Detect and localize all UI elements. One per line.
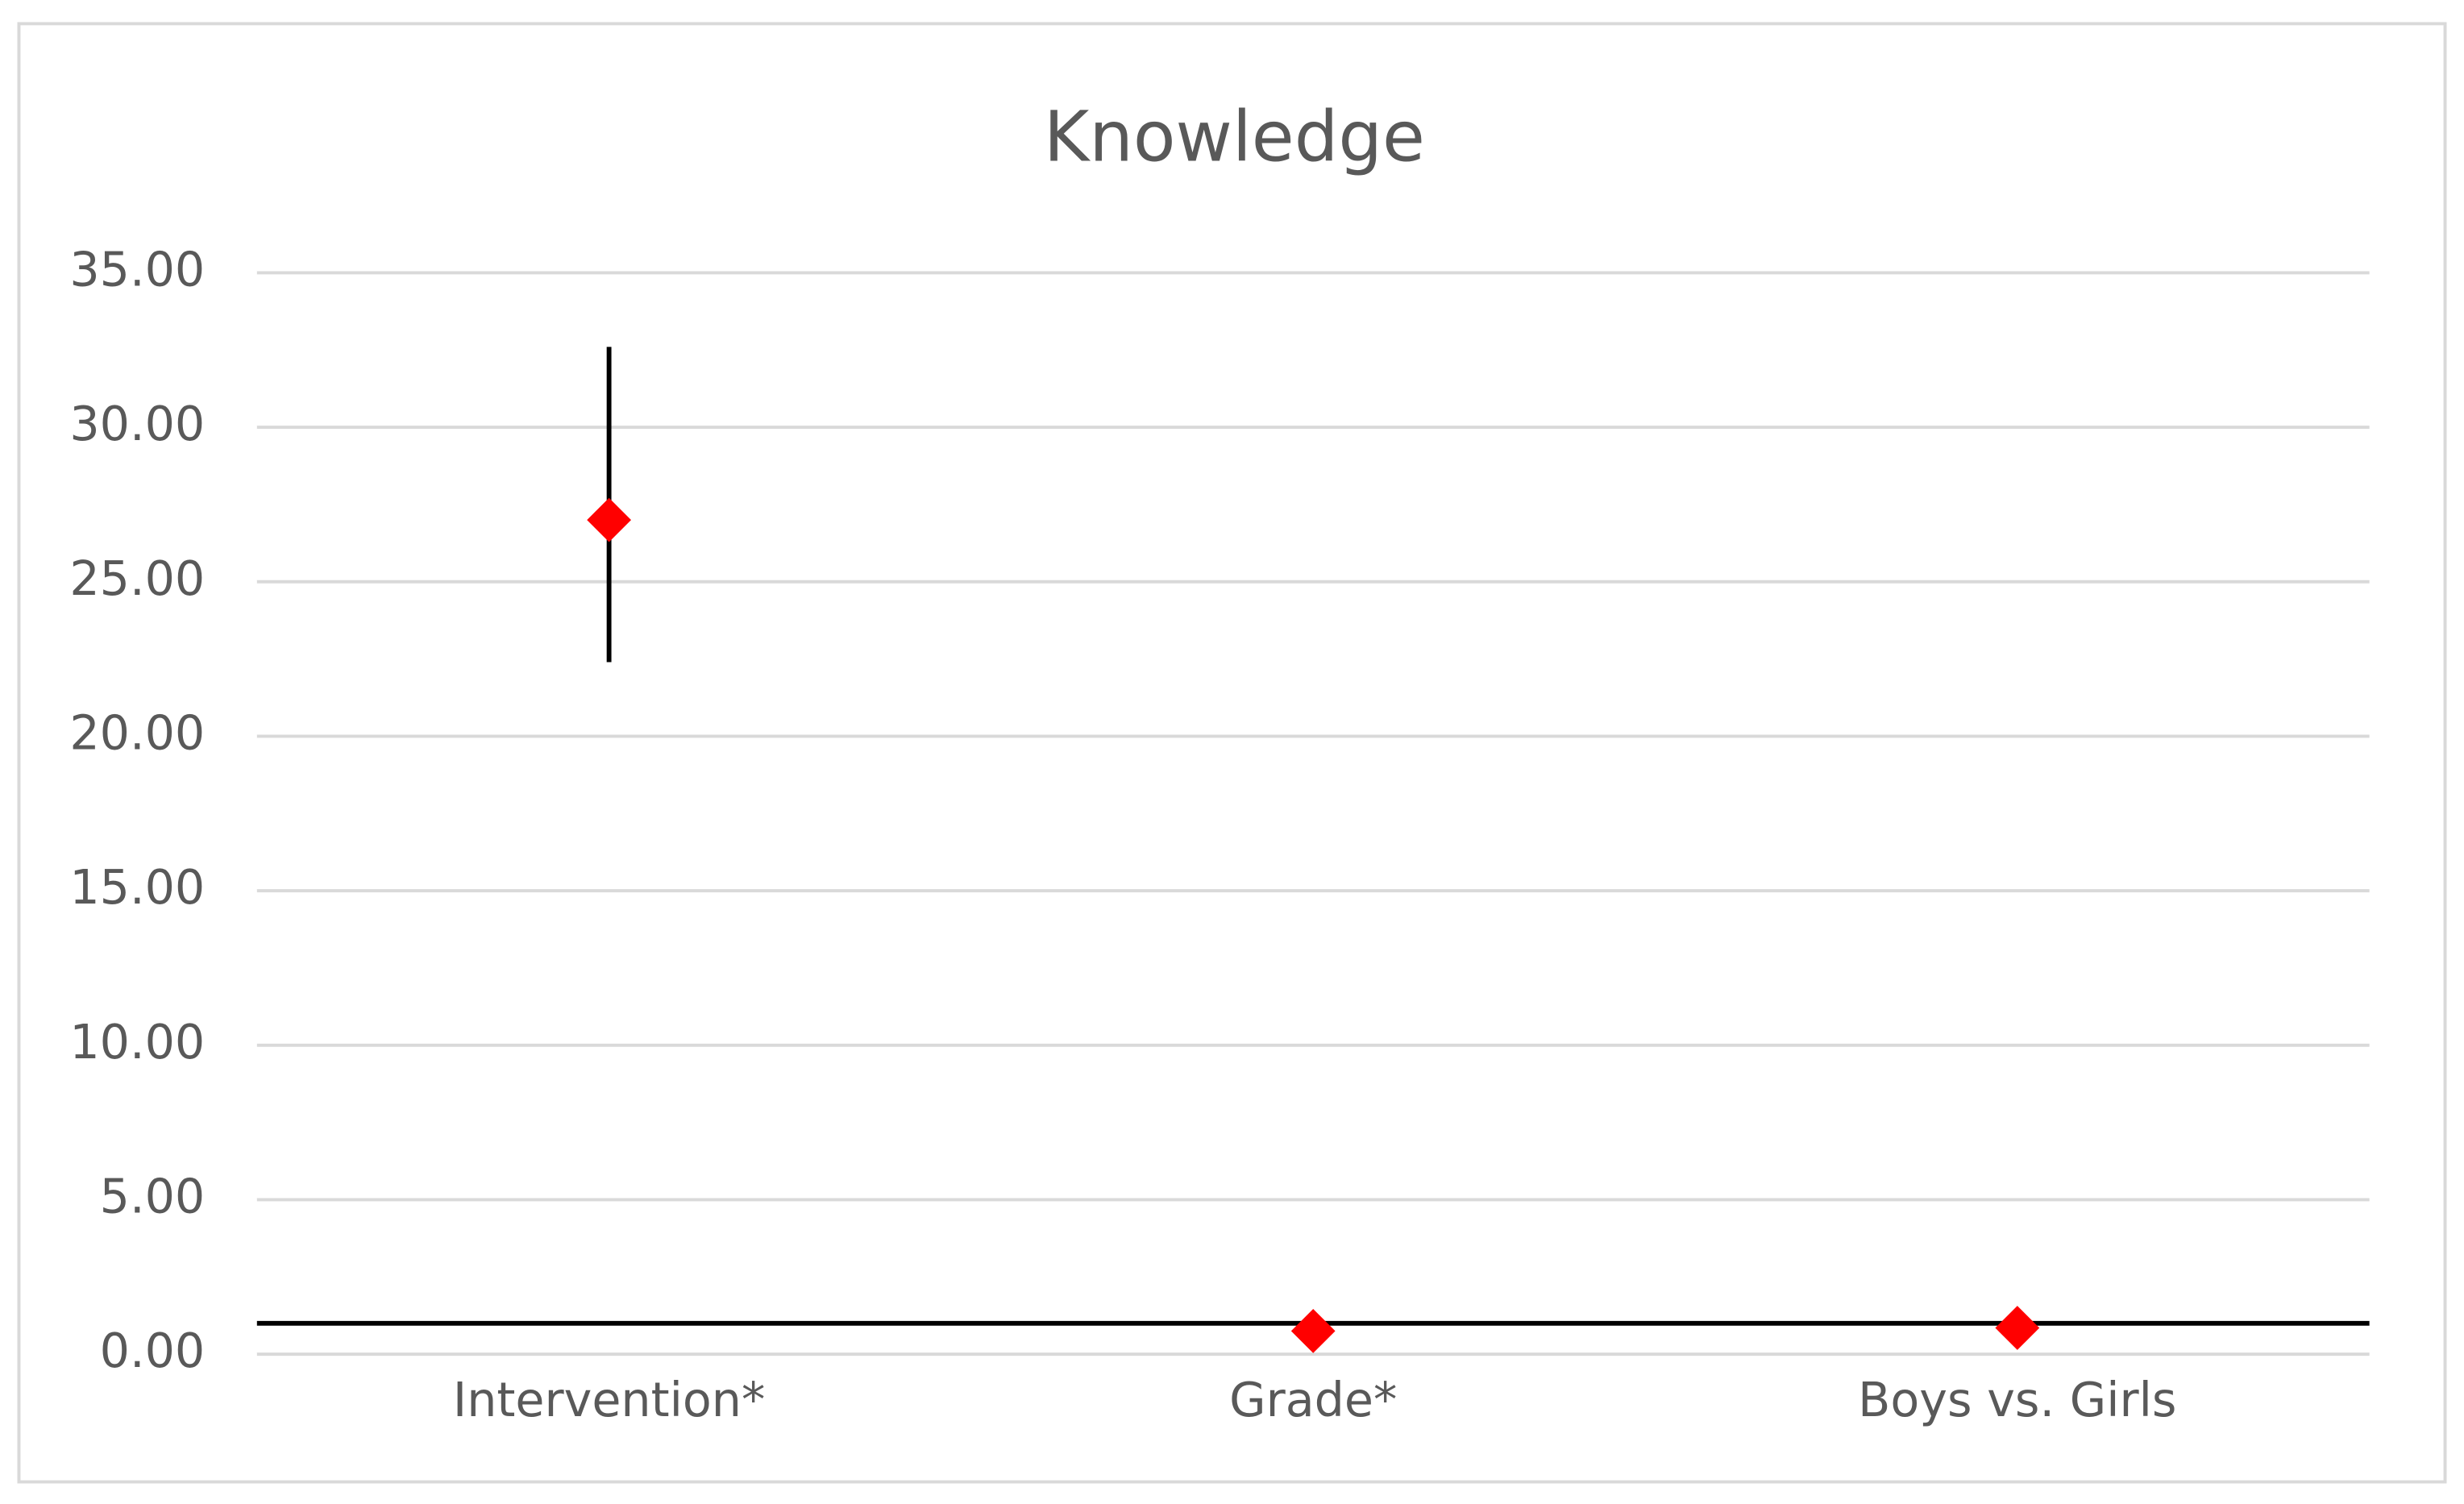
x-tick-label: Intervention* (453, 1373, 765, 1427)
y-tick-label: 30.00 (69, 397, 205, 451)
y-tick-label: 5.00 (100, 1170, 206, 1224)
y-tick-label: 35.00 (69, 243, 205, 297)
y-tick-label: 10.00 (69, 1015, 205, 1070)
marker (587, 497, 631, 542)
y-tick-label: 15.00 (69, 860, 205, 915)
y-tick-label: 25.00 (69, 551, 205, 606)
chart-title: Knowledge (1044, 98, 1425, 178)
y-tick-label: 20.00 (69, 706, 205, 761)
y-tick-label: 0.00 (100, 1323, 206, 1378)
x-tick-label: Boys vs. Girls (1858, 1373, 2176, 1427)
chart-border (17, 22, 2447, 1484)
x-tick-label: Grade* (1229, 1373, 1397, 1427)
